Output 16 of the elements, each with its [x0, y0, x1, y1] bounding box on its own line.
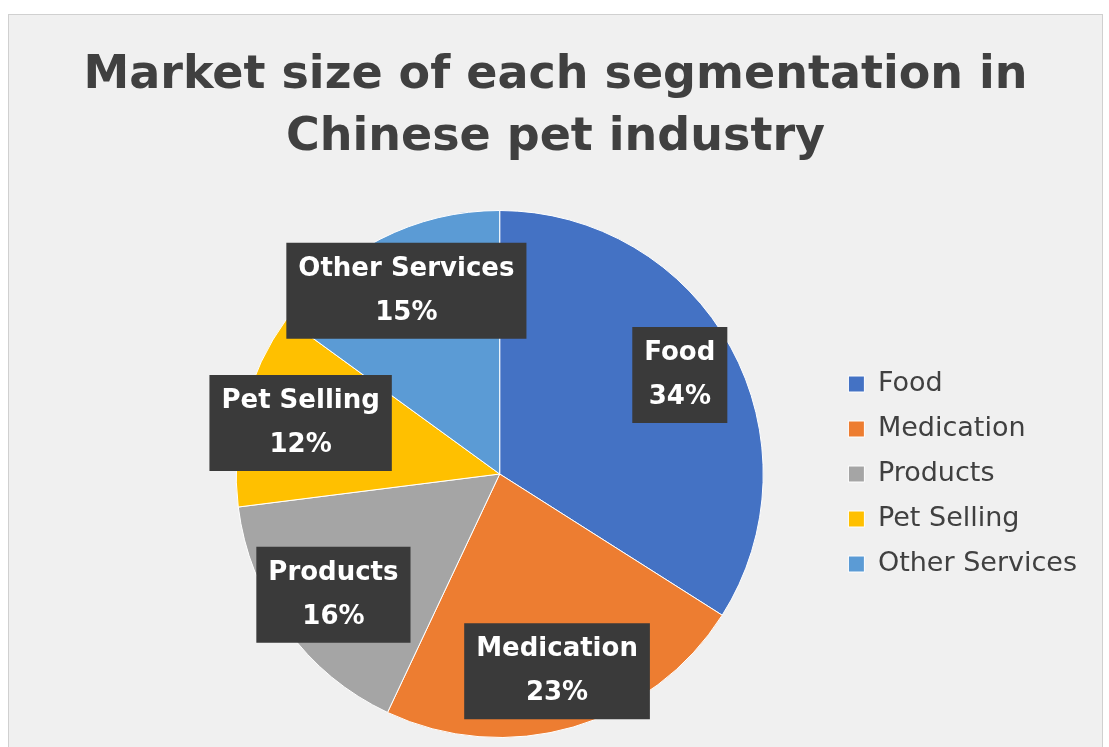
data-label: 12% — [269, 427, 332, 458]
legend-label: Medication — [877, 411, 1026, 443]
data-label: 15% — [375, 295, 438, 326]
data-label: 16% — [302, 599, 365, 630]
slice-label: Pet Selling — [221, 383, 380, 414]
slice-label: Food — [644, 335, 716, 366]
legend-label: Other Services — [877, 546, 1078, 578]
legend-label: Food — [877, 366, 943, 398]
legend-label: Products — [877, 456, 995, 488]
slice-label: Medication — [476, 632, 638, 663]
slice-label: Products — [268, 555, 399, 586]
data-label: 34% — [648, 379, 711, 410]
chart-title: Market size of each segmentation in Chinese pet industry — [82, 44, 1029, 163]
legend-label: Pet Selling — [877, 501, 1020, 533]
data-label: 23% — [525, 676, 589, 707]
slice-label: Other Services — [298, 251, 515, 282]
